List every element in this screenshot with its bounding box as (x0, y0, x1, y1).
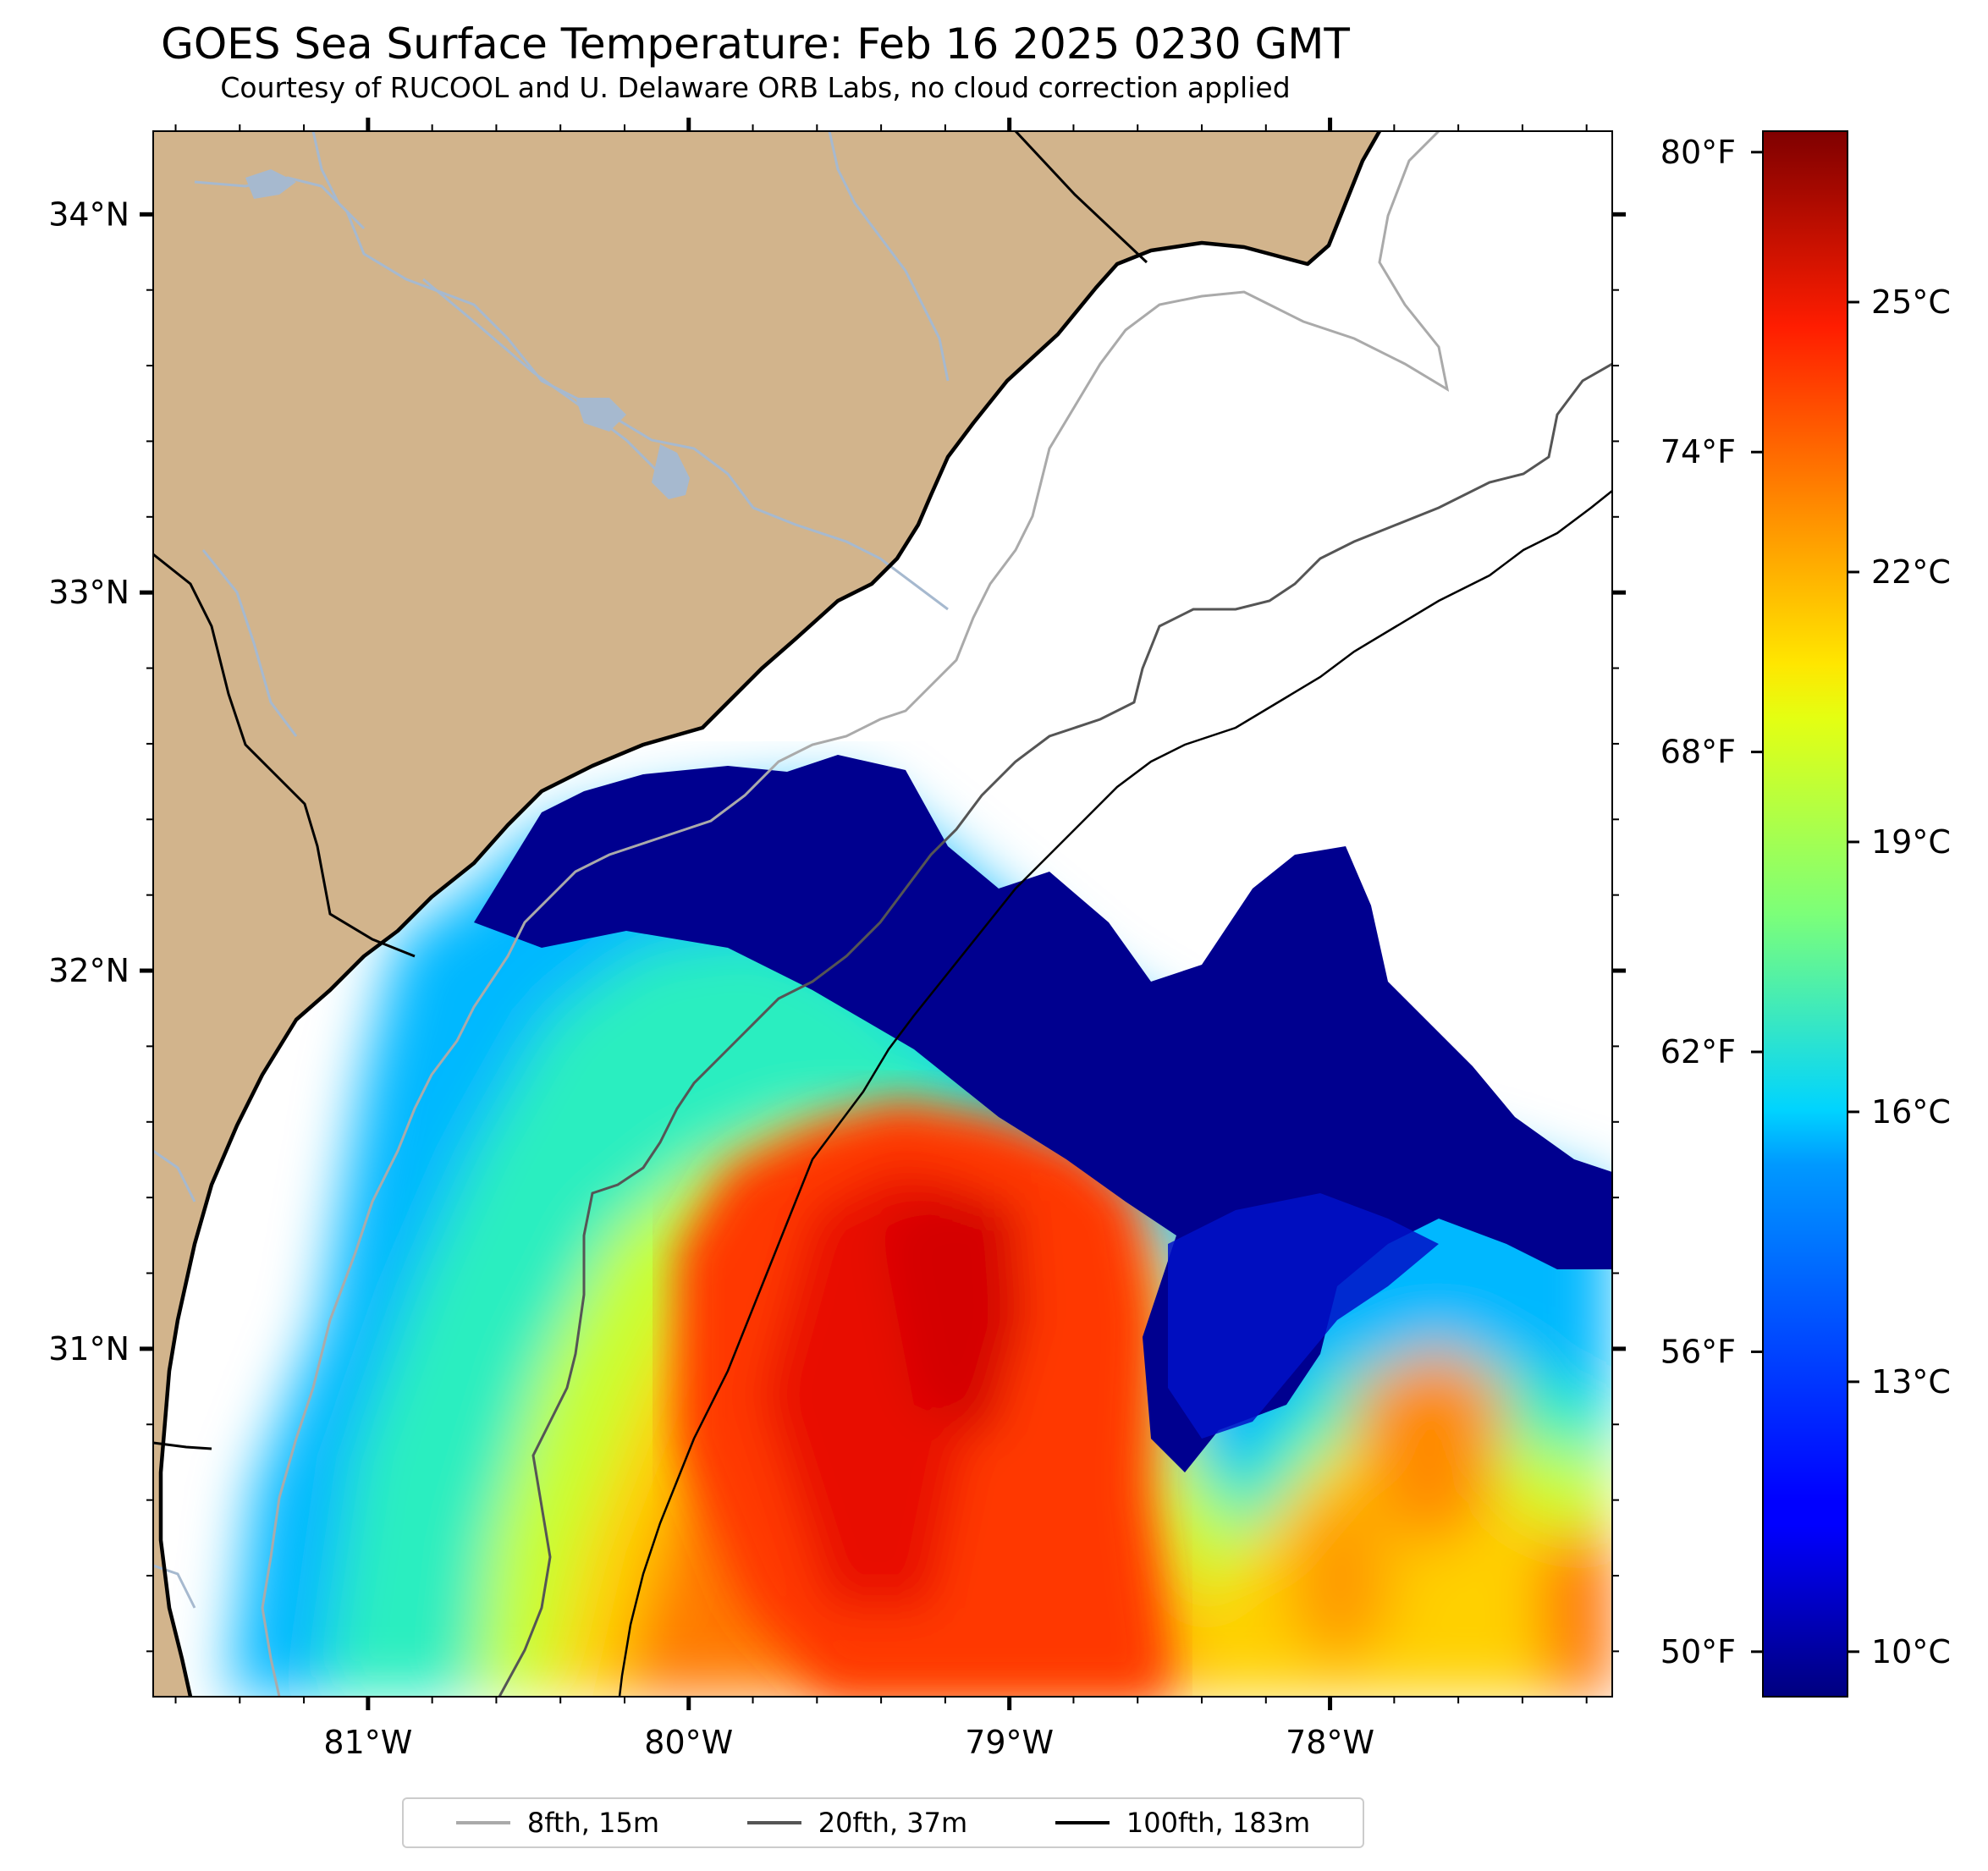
celsius-tick-label: 25°C (1871, 283, 1951, 321)
contour-legend: 8fth, 15m 20fth, 37m 100fth, 183m (402, 1797, 1364, 1848)
lat-tick-label: 33°N (48, 574, 129, 611)
legend-item-100fth: 100fth, 183m (1055, 1807, 1310, 1839)
map-frame (152, 130, 1613, 1698)
legend-label-100fth: 100fth, 183m (1126, 1807, 1311, 1839)
map-subtitle: Courtesy of RUCOOL and U. Delaware ORB L… (220, 71, 1291, 104)
legend-label-8fth: 8fth, 15m (526, 1807, 659, 1839)
lat-tick-label: 32°N (48, 952, 129, 989)
celsius-tick-label: 16°C (1871, 1093, 1951, 1131)
colorbar-gradient (1762, 130, 1848, 1698)
latitude-axis: 34°N 33°N 32°N 31°N (48, 195, 1626, 1653)
lon-tick-label: 80°W (644, 1724, 733, 1761)
celsius-tick-label: 19°C (1871, 823, 1951, 861)
fahrenheit-tick-label: 74°F (1660, 433, 1736, 471)
contour-20fth (498, 362, 1612, 1697)
legend-label-20fth: 20fth, 37m (818, 1807, 968, 1839)
lon-tick-label: 78°W (1286, 1724, 1374, 1761)
contour-100fth (618, 490, 1612, 1697)
celsius-tick-label: 10°C (1871, 1633, 1951, 1670)
contour-8fth (261, 131, 1450, 1697)
longitude-axis: 81°W 80°W 79°W 78°W (174, 118, 1588, 1761)
fahrenheit-tick-label: 80°F (1660, 134, 1736, 171)
fahrenheit-tick-label: 62°F (1660, 1033, 1736, 1070)
colorbar: 25°C 22°C 19°C 16°C 13°C 10°C 80°F 74°F 68°F 62°… (1660, 130, 1951, 1698)
map-area (153, 131, 1612, 1697)
legend-item-8fth: 8fth, 15m (455, 1807, 659, 1839)
colorbar-fahrenheit-axis: 80°F 74°F 68°F 62°F 56°F 50°F (1660, 134, 1763, 1670)
lon-tick-label: 79°W (965, 1724, 1054, 1761)
coastline (158, 131, 1381, 1697)
land (153, 131, 1379, 1697)
lat-tick-label: 31°N (48, 1330, 129, 1367)
map-title: GOES Sea Surface Temperature: Feb 16 202… (161, 19, 1350, 69)
lakes (245, 169, 690, 499)
legend-item-20fth: 20fth, 37m (746, 1807, 968, 1839)
celsius-tick-label: 22°C (1871, 553, 1951, 591)
fahrenheit-tick-label: 56°F (1660, 1333, 1736, 1370)
legend-swatch-8fth (455, 1821, 510, 1824)
lat-tick-label: 34°N (48, 195, 129, 233)
fahrenheit-tick-label: 50°F (1660, 1633, 1736, 1670)
sst-field (229, 755, 1612, 1697)
colorbar-celsius-axis: 25°C 22°C 19°C 16°C 13°C 10°C (1848, 283, 1951, 1670)
legend-swatch-20fth (746, 1821, 801, 1824)
fahrenheit-tick-label: 68°F (1660, 734, 1736, 771)
legend-swatch-100fth (1055, 1821, 1110, 1824)
celsius-tick-label: 13°C (1871, 1363, 1951, 1400)
lon-tick-label: 81°W (323, 1724, 412, 1761)
